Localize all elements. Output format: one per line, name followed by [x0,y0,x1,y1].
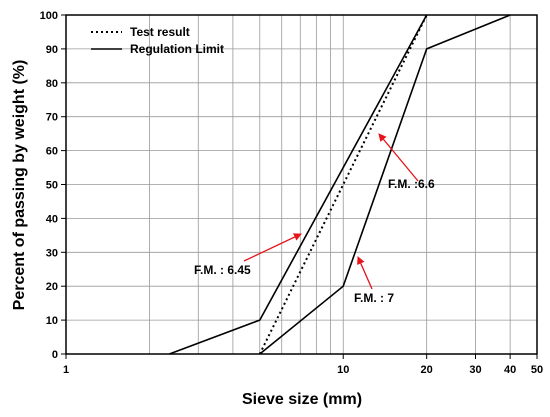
y-axis-label: Percent of passing by weight (%) [11,60,28,311]
x-tick-label: 40 [504,364,516,376]
legend: Test result Regulation Limit [91,25,224,56]
x-tick-label: 50 [531,364,543,376]
series-line-regulation-limit-1 [169,14,428,355]
y-tick-label: 30 [46,247,58,259]
y-tick-label: 100 [40,10,58,22]
x-axis-ticks: 1 10 20 30 40 50 [63,354,543,376]
annotation-arrow-fm-6-45 [243,233,302,262]
annotation-arrow-fm-7 [357,256,373,290]
x-tick-label: 30 [469,364,481,376]
series-line-regulation-limit-2 [259,14,511,355]
x-tick-label: 20 [421,364,433,376]
y-axis-ticks: 0 10 20 30 40 50 60 70 80 90 100 [40,10,66,361]
y-tick-label: 10 [46,315,58,327]
y-tick-label: 70 [46,112,58,124]
x-tick-label: 10 [337,364,349,376]
x-tick-label: 1 [63,364,69,376]
y-tick-label: 50 [46,180,58,192]
x-axis-label: Sieve size (mm) [242,391,362,408]
annotation-fm-6-6: F.M. :6.6 [388,177,435,191]
grid [66,15,537,354]
annotation-fm-7: F.M. : 7 [354,291,394,305]
legend-label-regulation-limit: Regulation Limit [130,42,224,56]
y-tick-label: 40 [46,213,58,225]
annotation-fm-6-45: F.M. : 6.45 [194,263,251,277]
y-tick-label: 90 [46,44,58,56]
legend-label-test-result: Test result [130,25,190,39]
y-tick-label: 80 [46,78,58,90]
y-tick-label: 20 [46,281,58,293]
y-tick-label: 0 [52,349,58,361]
series-lines [169,14,511,355]
annotations: F.M. : 6.45 F.M. :6.6 F.M. : 7 [194,133,435,305]
y-tick-label: 60 [46,146,58,158]
annotation-arrow-fm-6-6 [378,133,419,182]
